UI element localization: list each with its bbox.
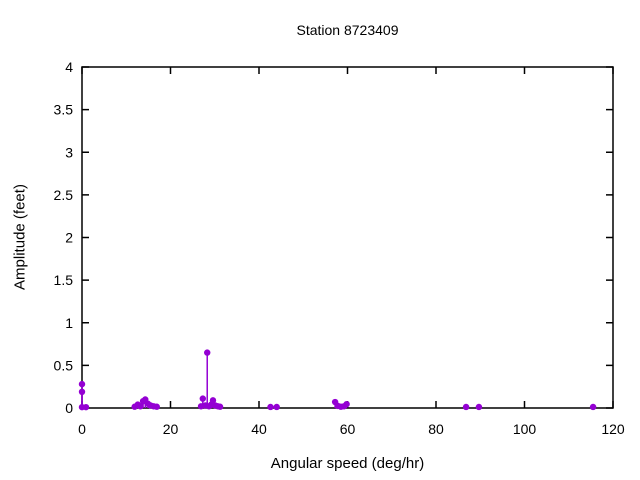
data-point (343, 400, 350, 408)
x-tick-label: 120 (601, 421, 625, 437)
data-point (137, 403, 144, 410)
y-axis-label: Amplitude (feet) (11, 184, 29, 290)
y-tick-label: 2.5 (54, 187, 74, 203)
x-tick-label: 20 (163, 421, 179, 437)
data-point (204, 349, 211, 356)
x-tick-label: 80 (428, 421, 444, 437)
x-tick-label: 0 (78, 421, 86, 437)
x-tick-label: 100 (513, 421, 537, 437)
x-tick-label: 60 (340, 421, 356, 437)
data-point (216, 403, 224, 410)
data-point (475, 403, 483, 411)
data-point (82, 403, 90, 411)
y-tick-label: 1.5 (54, 272, 74, 288)
y-tick-label: 3 (65, 144, 73, 160)
data-point (589, 403, 597, 411)
y-tick-label: 0.5 (54, 357, 74, 373)
y-tick-label: 1 (65, 315, 73, 331)
chart-title: Station 8723409 (296, 22, 399, 38)
y-tick-label: 2 (65, 230, 73, 246)
y-tick-label: 4 (65, 59, 73, 75)
plot-border (81, 66, 614, 409)
x-axis-label: Angular speed (deg/hr) (270, 455, 425, 472)
data-point (273, 403, 280, 411)
data-point (462, 403, 470, 411)
data-point (267, 403, 274, 411)
y-tick-label: 3.5 (54, 102, 74, 118)
y-tick-label: 0 (65, 400, 73, 416)
data-point (209, 397, 217, 404)
data-point (78, 380, 86, 388)
data-point (78, 388, 86, 396)
data-point (199, 395, 207, 402)
x-tick-label: 40 (251, 421, 267, 437)
data-point (153, 403, 160, 410)
